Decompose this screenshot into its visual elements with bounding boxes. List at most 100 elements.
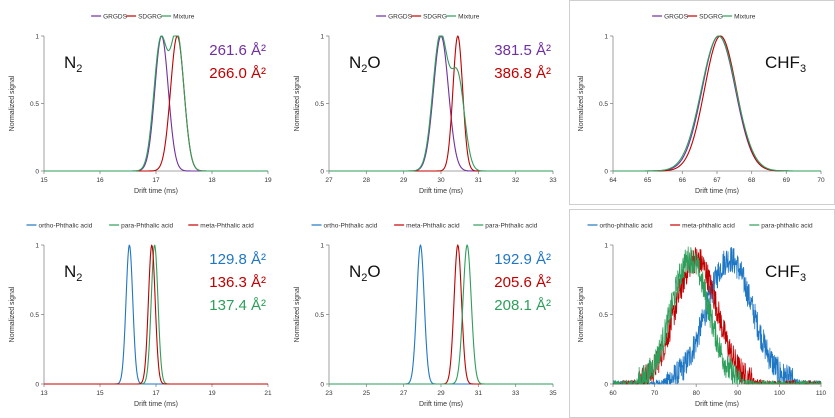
- gas-label: N2: [64, 262, 82, 284]
- x-tick-label: 31: [475, 390, 483, 397]
- x-tick-label: 65: [644, 177, 652, 184]
- y-tick-label: 0: [35, 168, 39, 175]
- x-tick-label: 33: [549, 177, 557, 184]
- legend: GRGDS SDGRG Mixture: [376, 13, 480, 20]
- legend-label: meta-Phthalic acid: [200, 222, 254, 229]
- legend-label: Mixture: [173, 13, 195, 20]
- series-line: [612, 246, 822, 385]
- x-axis-label: Drift time (ms): [695, 188, 739, 195]
- x-tick-label: 32: [512, 177, 520, 184]
- x-tick-label: 18: [208, 177, 216, 184]
- y-tick-label: 1: [35, 242, 39, 249]
- series-line: [44, 244, 268, 385]
- y-tick-label: 1: [604, 33, 608, 40]
- x-tick-label: 17: [152, 390, 160, 397]
- y-axis-label: Normalized signal: [294, 75, 301, 131]
- legend-label: meta-Phthalic acid: [406, 222, 460, 229]
- x-tick-label: 29: [437, 390, 445, 397]
- ccs-annotation: 208.1 Å²: [494, 297, 551, 314]
- y-axis-label: Normalized signal: [578, 75, 585, 131]
- x-tick-label: 68: [748, 177, 756, 184]
- y-tick-label: 1: [320, 33, 324, 40]
- y-tick-label: 0: [320, 168, 324, 175]
- y-tick-label: 0: [604, 381, 608, 388]
- series-line: [44, 35, 268, 172]
- gas-label: N2O: [349, 53, 381, 75]
- legend: ortho-Phthalic acid para-Phthalic acid met…: [26, 222, 254, 229]
- gas-label: CHF3: [765, 53, 806, 75]
- chart-panel-6: ortho-phthalic acid meta-phthalic acid par…: [569, 209, 835, 418]
- x-tick-label: 19: [208, 390, 216, 397]
- x-tick-label: 35: [549, 390, 557, 397]
- x-tick-label: 19: [264, 177, 272, 184]
- x-tick-label: 30: [437, 177, 445, 184]
- series-line: [329, 35, 553, 172]
- legend-label: GRGDS: [388, 13, 413, 20]
- legend: GRGDS SDGRG Mixture: [91, 13, 195, 20]
- x-axis-label: Drift time (ms): [695, 401, 739, 408]
- x-tick-label: 70: [817, 177, 825, 184]
- x-tick-label: 33: [512, 390, 520, 397]
- y-axis-label: Normalized signal: [9, 75, 16, 131]
- x-tick-label: 29: [400, 177, 408, 184]
- x-tick-label: 27: [325, 177, 333, 184]
- x-tick-label: 110: [816, 390, 827, 397]
- x-axis-label: Drift time (ms): [134, 401, 178, 408]
- legend-label: para-phthalic acid: [761, 222, 813, 229]
- chart-panel-1: GRGDS SDGRG Mixture 15 16 17 18 19 0 0.5 1 Drift ti…: [9, 13, 272, 195]
- ccs-annotation: 205.6 Å²: [494, 274, 551, 291]
- y-tick-label: 1: [35, 33, 39, 40]
- legend: GRGDS SDGRG Mixture: [652, 13, 756, 20]
- x-tick-label: 15: [40, 177, 48, 184]
- gas-label: N2O: [349, 262, 381, 284]
- ccs-annotation: 381.5 Å²: [494, 42, 551, 59]
- x-tick-label: 69: [783, 177, 791, 184]
- legend-label: ortho-Phthalic acid: [324, 222, 378, 229]
- legend-label: SDGRG: [138, 13, 162, 20]
- chart-panel-2: GRGDS SDGRG Mixture 27 28 29 30 31 32 33 0 0.5 1 Drif…: [294, 13, 557, 195]
- x-tick-label: 100: [774, 390, 785, 397]
- x-tick-label: 28: [363, 177, 371, 184]
- gas-label: N2: [64, 53, 82, 75]
- y-tick-label: 0: [35, 381, 39, 388]
- ccs-annotation: 129.8 Å²: [209, 251, 266, 268]
- legend-label: Mixture: [458, 13, 480, 20]
- x-axis-label: Drift time (ms): [419, 188, 463, 195]
- x-tick-label: 31: [475, 177, 483, 184]
- y-axis-label: Normalized signal: [9, 286, 16, 342]
- y-tick-label: 0: [320, 381, 324, 388]
- x-tick-label: 16: [96, 177, 104, 184]
- x-tick-label: 90: [734, 390, 742, 397]
- x-tick-label: 13: [40, 390, 48, 397]
- x-axis-label: Drift time (ms): [419, 401, 463, 408]
- y-tick-label: 0.5: [30, 101, 39, 108]
- y-tick-label: 1: [604, 242, 608, 249]
- y-tick-label: 0.5: [315, 101, 324, 108]
- x-tick-label: 60: [609, 390, 617, 397]
- ccs-annotation: 386.8 Å²: [494, 65, 551, 82]
- legend-label: Mixture: [734, 13, 756, 20]
- legend-label: ortho-phthalic acid: [600, 222, 653, 229]
- ccs-annotation: 266.0 Å²: [209, 65, 266, 82]
- x-tick-label: 70: [651, 390, 659, 397]
- y-tick-label: 1: [320, 242, 324, 249]
- x-tick-label: 15: [96, 390, 104, 397]
- y-tick-label: 0: [604, 168, 608, 175]
- y-tick-label: 0.5: [599, 312, 608, 319]
- y-tick-label: 0.5: [30, 312, 39, 319]
- x-axis-label: Drift time (ms): [134, 188, 178, 195]
- gas-label: CHF3: [765, 262, 806, 284]
- legend-label: SDGRG: [699, 13, 723, 20]
- chart-panel-4: ortho-Phthalic acid para-Phthalic acid met…: [9, 222, 272, 408]
- x-tick-label: 80: [693, 390, 701, 397]
- chart-panel-3: GRGDS SDGRG Mixture 64 65 66 67 68 69 70 0 0.5 1 Drif…: [569, 0, 835, 205]
- ccs-annotation: 136.3 Å²: [209, 274, 266, 291]
- y-tick-label: 0.5: [599, 101, 608, 108]
- legend-label: GRGDS: [103, 13, 128, 20]
- x-tick-label: 27: [400, 390, 408, 397]
- series-line: [329, 244, 553, 385]
- legend-label: SDGRG: [423, 13, 447, 20]
- ccs-annotation: 192.9 Å²: [494, 251, 551, 268]
- chart-panel-5: ortho-Phthalic acid meta-Phthalic acid par…: [294, 222, 557, 408]
